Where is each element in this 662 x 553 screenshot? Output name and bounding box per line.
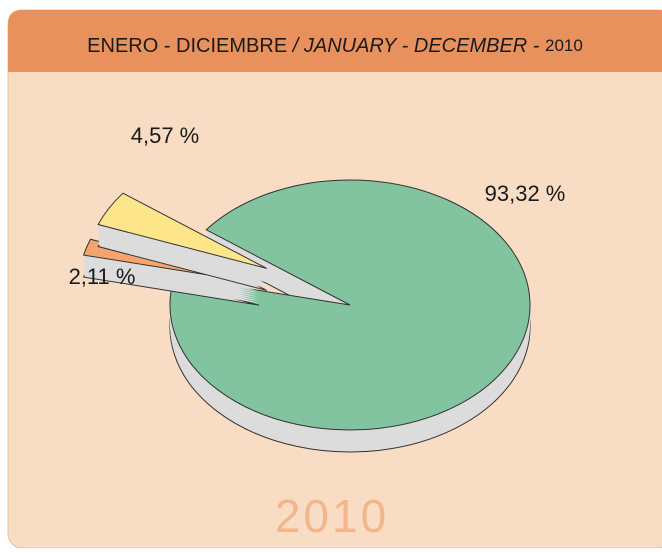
slice (97, 192, 267, 269)
watermark: 2010 (275, 490, 389, 542)
value-label: 2,11 % (69, 264, 136, 289)
title-part: / JANUARY - DECEMBER - (291, 35, 540, 57)
chart-title: ENERO - DICIEMBRE / JANUARY - DECEMBER -… (87, 35, 583, 57)
slice (169, 179, 531, 431)
slice-group (97, 192, 267, 291)
pie (82, 179, 531, 453)
title-part: 2010 (545, 36, 583, 55)
header (8, 10, 662, 72)
value-label: 93,32 % (485, 181, 566, 206)
slice-group (169, 179, 531, 453)
title-part: ENERO - DICIEMBRE (87, 35, 287, 57)
value-label: 4,57 % (131, 123, 200, 148)
